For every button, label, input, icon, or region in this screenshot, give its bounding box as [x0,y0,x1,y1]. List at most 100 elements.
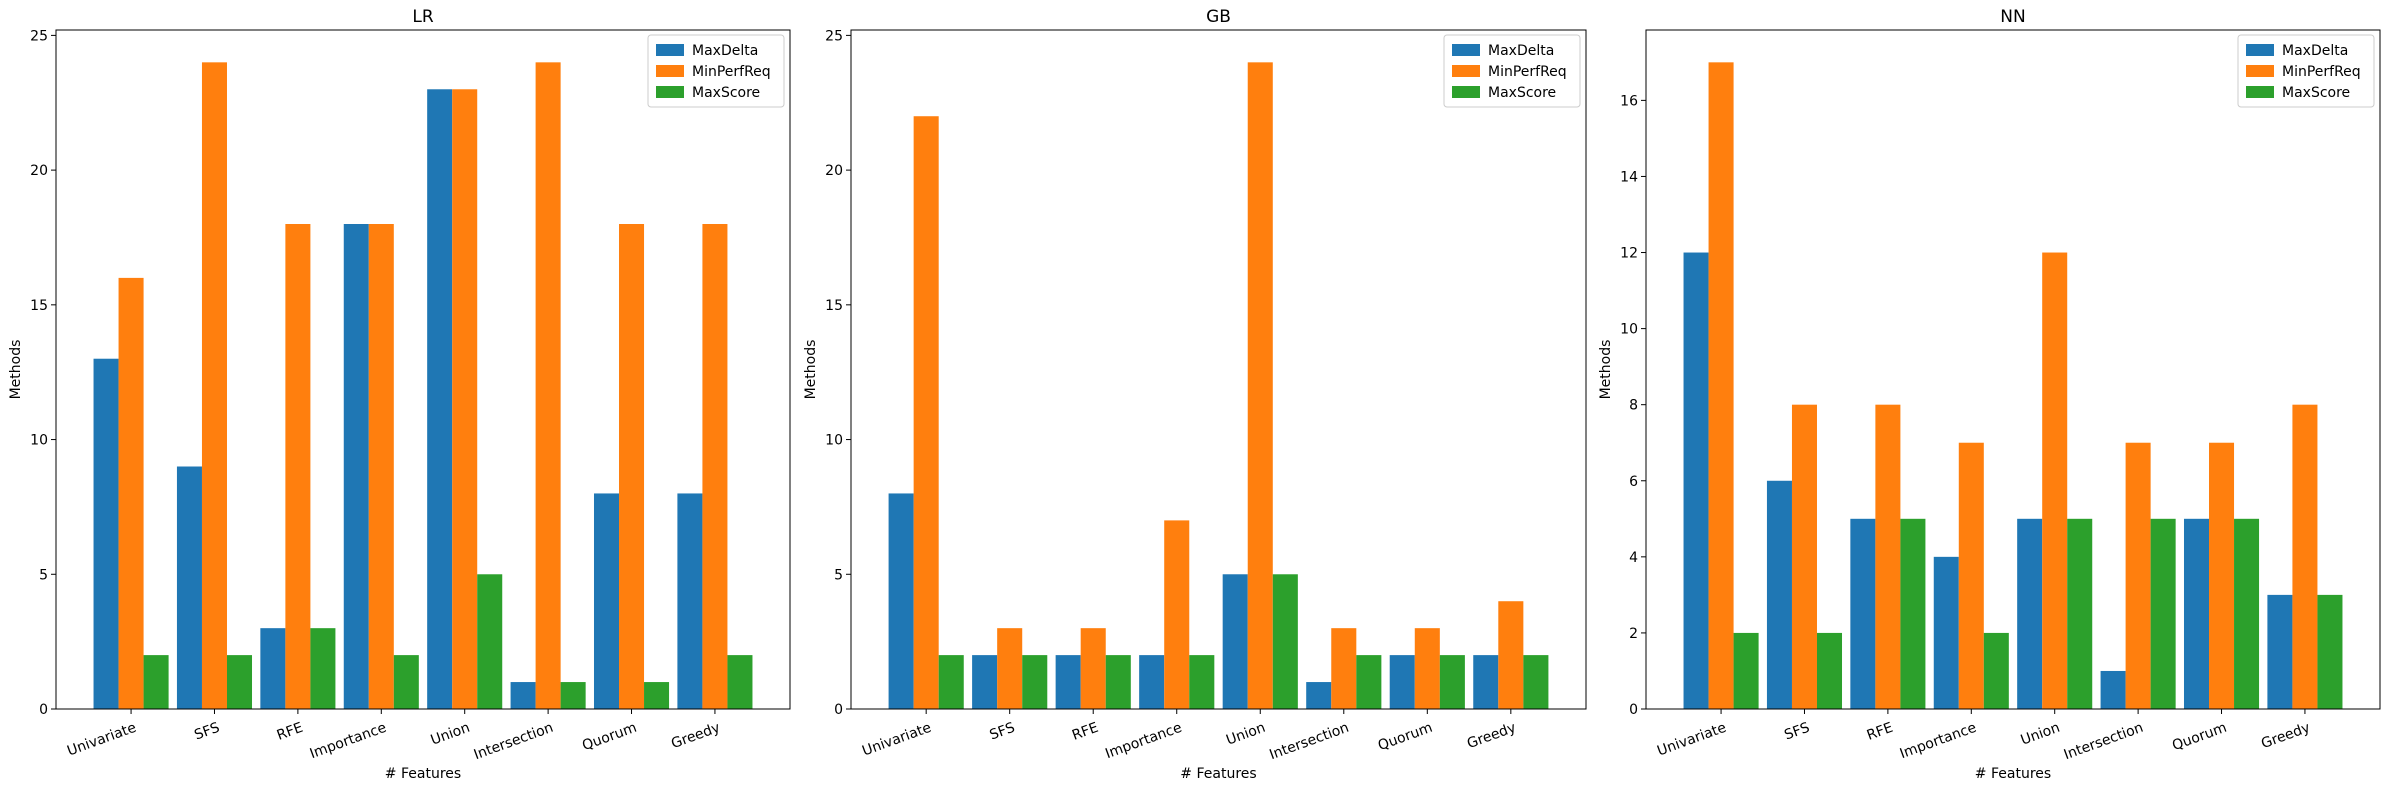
legend-swatch-maxscore [2246,86,2274,98]
bar-maxdelta-rfe [1850,518,1876,709]
bar-maxdelta-sfs [1766,480,1792,709]
axes-frame [1645,29,2381,710]
bar-maxdelta-quorum [593,493,620,709]
x-tick-label-importance: Importance [1898,720,1979,762]
x-axis-label: # Features [1975,766,2051,782]
bar-minperfreq-sfs [201,62,227,710]
y-tick-label: 20 [30,163,48,179]
legend-label-minperfreq: MinPerfReq [2282,64,2361,80]
x-tick-label-sfs: SFS [1782,720,1812,744]
x-tick-label-rfe: RFE [1070,720,1101,744]
y-tick-label: 10 [1620,322,1638,338]
legend-label-maxscore: MaxScore [2282,85,2350,101]
legend-label-maxdelta: MaxDelta [2282,43,2348,59]
bar-maxscore-quorum [1439,655,1465,709]
bar-minperfreq-union [2042,252,2068,709]
y-tick-label: 0 [834,702,843,718]
bar-maxdelta-importance [343,224,369,709]
bar-minperfreq-greedy [1498,601,1524,709]
x-tick-label-quorum: Quorum [1376,720,1435,754]
x-tick-label-intersection: Intersection [1267,720,1351,764]
bar-maxscore-quorum [644,682,670,709]
y-axis-label: Methods [8,340,24,400]
bar-maxdelta-greedy [2267,594,2293,709]
bar-maxdelta-sfs [972,655,998,709]
bar-maxdelta-quorum [1389,655,1415,709]
y-tick-label: 25 [825,28,843,44]
x-tick-label-quorum: Quorum [2170,720,2229,754]
legend-label-maxdelta: MaxDelta [692,43,758,59]
x-tick-label-univariate: Univariate [1655,720,1728,760]
x-tick-label-rfe: RFE [275,720,306,744]
y-tick-label: 6 [1629,474,1638,490]
legend-label-minperfreq: MinPerfReq [1488,64,1567,80]
chart-title: GB [1206,7,1231,27]
y-tick-label: 5 [834,567,843,583]
y-tick-label: 4 [1629,550,1638,566]
bar-minperfreq-rfe [285,224,311,709]
axes-frame [850,29,1587,710]
y-tick-label: 2 [1629,626,1638,642]
bar-maxscore-univariate [143,655,169,709]
legend-swatch-maxdelta [1452,44,1480,56]
bar-maxdelta-sfs [176,466,202,709]
y-tick-label: 15 [825,298,843,314]
bar-maxdelta-importance [1139,655,1165,709]
bar-maxscore-sfs [1022,655,1048,709]
legend-swatch-maxscore [656,86,684,98]
bar-maxdelta-univariate [888,493,914,709]
legend-swatch-maxdelta [656,44,684,56]
bar-maxdelta-union [427,89,453,710]
x-tick-label-importance: Importance [308,720,389,762]
legend-swatch-minperfreq [1452,65,1480,77]
bar-maxscore-rfe [1900,518,1926,709]
bar-minperfreq-importance [368,224,394,709]
legend: MaxDelta MinPerfReq MaxScore [2237,34,2375,108]
bar-maxdelta-univariate [1683,252,1709,709]
bar-maxscore-greedy [2317,594,2343,709]
bar-maxscore-greedy [727,655,753,709]
bar-minperfreq-sfs [1791,404,1817,709]
bar-minperfreq-quorum [1414,628,1440,709]
legend-label-minperfreq: MinPerfReq [692,64,771,80]
x-tick-label-quorum: Quorum [580,720,639,754]
bar-maxscore-importance [1983,632,2009,709]
bar-maxdelta-greedy [1473,655,1499,709]
legend-swatch-minperfreq [2246,65,2274,77]
x-tick-label-union: Union [1224,720,1267,749]
y-tick-label: 14 [1620,169,1638,185]
y-tick-label: 12 [1620,246,1638,262]
bar-maxdelta-rfe [1055,655,1081,709]
bar-maxscore-union [1272,574,1298,709]
y-tick-label: 8 [1629,398,1638,414]
chart-lr: 0 5 10 15 20 25 Univariate SFS RFE Importance Unio… [8,7,791,782]
bar-maxscore-union [477,574,503,709]
bar-minperfreq-union [452,89,478,710]
x-tick-label-rfe: RFE [1865,720,1896,744]
x-tick-label-union: Union [2019,720,2062,749]
bar-maxscore-univariate [938,655,964,709]
bar-minperfreq-intersection [535,62,561,710]
x-tick-label-greedy: Greedy [2259,720,2312,752]
bar-maxscore-sfs [226,655,253,709]
chart-title: LR [412,7,433,27]
bar-maxdelta-rfe [260,628,286,709]
bar-minperfreq-importance [1958,442,1984,709]
y-tick-label: 16 [1620,93,1638,109]
legend-swatch-maxdelta [2246,44,2274,56]
bar-maxdelta-union [1222,574,1248,709]
y-tick-label: 5 [39,567,48,583]
bar-minperfreq-greedy [2292,404,2318,709]
y-axis-label: Methods [803,340,819,400]
bar-minperfreq-greedy [702,224,728,709]
legend-label-maxscore: MaxScore [1488,85,1556,101]
bar-maxdelta-greedy [677,493,703,709]
bar-minperfreq-univariate [1708,62,1734,710]
x-tick-label-greedy: Greedy [1465,720,1518,752]
bar-maxdelta-quorum [2183,518,2210,709]
y-tick-label: 10 [30,433,48,449]
x-tick-label-univariate: Univariate [860,720,933,760]
bar-maxscore-quorum [2234,518,2260,709]
y-tick-label: 15 [30,298,48,314]
